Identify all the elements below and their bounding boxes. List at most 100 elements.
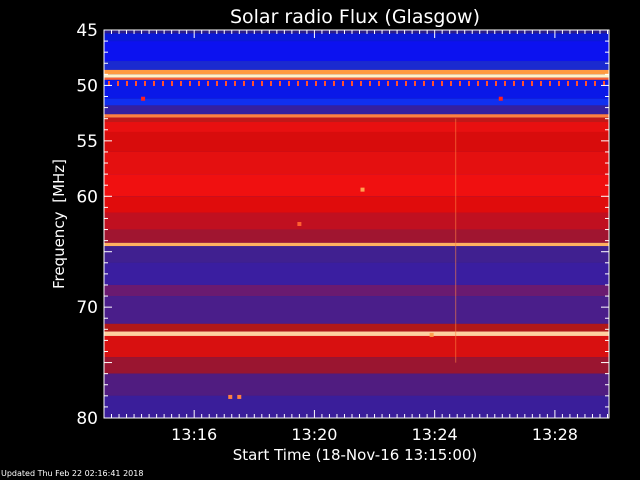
x-tick-label: 13:24 xyxy=(412,425,458,444)
periodic-signal-mark xyxy=(567,80,569,86)
periodic-signal-mark xyxy=(135,80,137,86)
periodic-signal-mark xyxy=(252,80,254,86)
periodic-signal-mark xyxy=(504,80,506,86)
x-axis-label: Start Time (18-Nov-16 13:15:00) xyxy=(233,446,478,464)
periodic-signal-mark xyxy=(261,80,263,86)
signal-spot xyxy=(141,96,146,101)
frequency-band xyxy=(104,79,609,99)
periodic-signal-mark xyxy=(306,80,308,86)
periodic-signal-mark xyxy=(540,80,542,86)
frequency-band xyxy=(104,77,609,80)
frequency-band xyxy=(104,98,609,106)
periodic-signal-mark xyxy=(153,80,155,86)
y-axis: 45 50 55 60 70 80 xyxy=(76,21,609,429)
frequency-band xyxy=(104,331,609,336)
periodic-signal-mark xyxy=(234,80,236,86)
periodic-signal-mark xyxy=(414,80,416,86)
periodic-signal-mark xyxy=(387,80,389,86)
periodic-signal-mark xyxy=(423,80,425,86)
periodic-signal-mark xyxy=(396,80,398,86)
frequency-band xyxy=(104,262,609,285)
periodic-signal-mark xyxy=(288,80,290,86)
frequency-band xyxy=(104,196,609,213)
periodic-signal-mark xyxy=(450,80,452,86)
periodic-signal-mark xyxy=(432,80,434,86)
periodic-signal-mark xyxy=(486,80,488,86)
periodic-signal-mark xyxy=(171,80,173,86)
plot-area xyxy=(103,29,610,419)
updated-timestamp: Updated Thu Feb 22 02:16:41 2018 xyxy=(1,469,144,478)
frequency-band xyxy=(104,61,609,70)
periodic-signal-mark xyxy=(198,80,200,86)
periodic-signal-mark xyxy=(549,80,551,86)
periodic-signal-mark xyxy=(603,80,605,86)
frequency-band xyxy=(104,284,609,297)
periodic-signal-mark xyxy=(531,80,533,86)
frequency-band xyxy=(104,33,609,42)
periodic-signal-mark xyxy=(378,80,380,86)
periodic-signal-mark xyxy=(594,80,596,86)
y-tick-label: 45 xyxy=(76,21,98,41)
periodic-signal-mark xyxy=(477,80,479,86)
frequency-band xyxy=(104,114,609,118)
periodic-signal-mark xyxy=(369,80,371,86)
periodic-signal-mark xyxy=(585,80,587,86)
periodic-signal-mark xyxy=(459,80,461,86)
periodic-signal-mark xyxy=(126,80,128,86)
chart-title: Solar radio Flux (Glasgow) xyxy=(230,6,480,28)
y-axis-label-unit: [MHz] xyxy=(50,159,68,203)
plot-frame xyxy=(103,29,610,419)
y-tick-label: 80 xyxy=(76,409,98,429)
periodic-signal-mark xyxy=(180,80,182,86)
y-tick-label: 50 xyxy=(76,76,98,96)
signal-spot xyxy=(498,96,503,101)
periodic-signal-mark xyxy=(270,80,272,86)
frequency-band xyxy=(104,296,609,324)
periodic-signal-mark xyxy=(315,80,317,86)
periodic-signal-mark xyxy=(144,80,146,86)
frequency-band xyxy=(104,323,609,332)
frequency-band xyxy=(104,30,609,34)
signal-spot xyxy=(297,222,302,226)
periodic-signal-mark xyxy=(513,80,515,86)
periodic-signal-mark xyxy=(324,80,326,86)
frequency-band xyxy=(104,373,609,396)
periodic-signal-mark xyxy=(558,80,560,86)
signal-spot xyxy=(429,332,434,337)
signal-spot xyxy=(228,394,233,399)
frequency-band xyxy=(104,131,609,152)
frequency-band xyxy=(104,174,609,197)
periodic-signal-mark xyxy=(216,80,218,86)
periodic-signal-mark xyxy=(342,80,344,86)
periodic-signal-mark xyxy=(189,80,191,86)
periodic-signal-mark xyxy=(279,80,281,86)
periodic-signal-mark xyxy=(207,80,209,86)
frequency-band xyxy=(104,69,609,75)
x-tick-label: 13:16 xyxy=(171,425,217,444)
periodic-signal-mark xyxy=(360,80,362,86)
frequency-band xyxy=(104,395,609,418)
periodic-signal-mark xyxy=(495,80,497,86)
frequency-band xyxy=(104,229,609,243)
periodic-signal-mark xyxy=(333,80,335,86)
periodic-signal-mark xyxy=(117,80,119,86)
signal-spot xyxy=(237,394,242,399)
frequency-band xyxy=(104,117,609,123)
periodic-signal-mark xyxy=(576,80,578,86)
periodic-signal-mark xyxy=(225,80,227,86)
periodic-signal-mark xyxy=(405,80,407,86)
frequency-band xyxy=(104,105,609,115)
frequency-band xyxy=(104,246,609,263)
periodic-signal-mark xyxy=(522,80,524,86)
x-axis: 13:16 13:20 13:24 13:28 xyxy=(103,30,608,444)
x-tick-label: 13:28 xyxy=(532,425,578,444)
frequency-band xyxy=(104,41,609,62)
frequency-band xyxy=(104,151,609,175)
periodic-signal-mark xyxy=(297,80,299,86)
frequency-band xyxy=(104,74,609,78)
signal-spot xyxy=(360,187,365,192)
y-tick-label: 55 xyxy=(76,132,98,152)
y-tick-label: 70 xyxy=(76,298,98,318)
